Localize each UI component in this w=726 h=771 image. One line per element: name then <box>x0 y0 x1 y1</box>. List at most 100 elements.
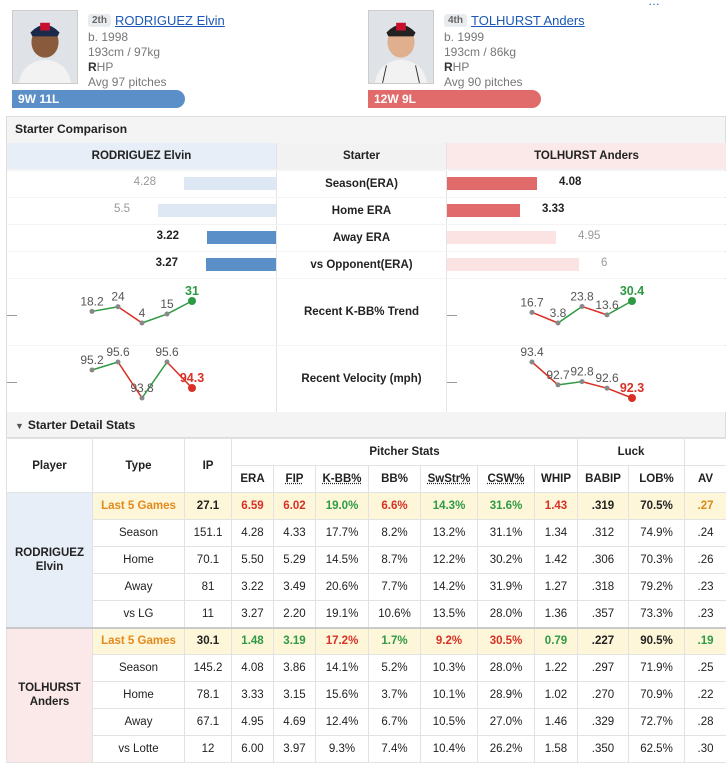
sparkline-segment <box>141 361 168 399</box>
swstr-cell: 10.4% <box>420 735 478 763</box>
player-body-left: 193cm / 97kg <box>88 45 161 59</box>
whip-cell: 1.46 <box>534 708 578 736</box>
whip-cell: 1.22 <box>534 654 578 682</box>
kbb-cell: 19.1% <box>315 600 369 628</box>
comparison-row: 4.28 Season(ERA) 4.08 <box>7 171 726 197</box>
record-bar-right: 12W 9L <box>368 90 541 108</box>
sparkline-point <box>139 395 145 401</box>
av-cell: .22 <box>684 681 726 709</box>
csw-cell: 27.0% <box>477 708 535 736</box>
kbb-cell: 14.1% <box>315 654 369 682</box>
starter-detail-toggle[interactable]: ▼ Starter Detail Stats <box>6 412 726 438</box>
csw-cell: 26.2% <box>477 735 535 763</box>
col-header-swstr[interactable]: SwStr% <box>420 465 478 493</box>
sparkline-point <box>555 320 561 326</box>
whip-cell: 1.58 <box>534 735 578 763</box>
sparkline-point <box>164 359 170 365</box>
ip-cell: 12 <box>184 735 232 763</box>
swstr-cell: 13.2% <box>420 519 478 547</box>
comparison-header-row: RODRIGUEZ Elvin Starter TOLHURST Anders <box>7 143 726 169</box>
comparison-value-left: 5.5 <box>114 203 130 215</box>
comparison-right-cell: 4.95 <box>447 225 726 251</box>
sparkline-point <box>164 311 170 317</box>
babip-cell: .227 <box>577 626 629 655</box>
lob-cell: 62.5% <box>628 735 685 763</box>
ip-cell: 81 <box>184 573 232 601</box>
player-name-left[interactable]: RODRIGUEZ Elvin <box>115 12 225 28</box>
type-cell: Season <box>92 519 185 547</box>
era-cell: 6.59 <box>231 492 274 520</box>
csw-cell: 30.5% <box>477 626 535 655</box>
comparison-label: Home ERA <box>277 198 447 224</box>
sparkline-segment <box>557 305 583 324</box>
whip-cell: 1.27 <box>534 573 578 601</box>
comparison-left-cell: 4.28 <box>7 171 277 197</box>
babip-cell: .319 <box>577 492 629 520</box>
comparison-header-right: TOLHURST Anders <box>447 143 726 169</box>
sparkline-label: 4 <box>139 306 146 320</box>
sparkline-label: 92.6 <box>595 371 619 385</box>
csw-cell: 28.0% <box>477 654 535 682</box>
comparison-left-cell: 3.27 <box>7 252 277 278</box>
table-row: Away 81 3.22 3.49 20.6% 7.7% 14.2% 31.9% 1.27.31… <box>7 573 726 601</box>
whip-cell: 0.79 <box>534 626 578 655</box>
type-cell: vs Lotte <box>92 735 185 763</box>
sparkline-segment <box>557 380 583 386</box>
sparkline-segment <box>531 311 559 324</box>
player-photo-right <box>368 10 434 84</box>
babip-cell: .270 <box>577 681 629 709</box>
col-header-whip[interactable]: WHIP <box>534 465 578 493</box>
velo-right-cell: 93.4 92.7 92.8 92.6 92.3 <box>447 346 726 412</box>
whip-cell: 1.36 <box>534 600 578 628</box>
comparison-label: Away ERA <box>277 225 447 251</box>
sparkline-segment <box>166 361 193 389</box>
player-hand-right: RHP <box>444 60 470 74</box>
col-header-kbb[interactable]: K-BB% <box>315 465 369 493</box>
swstr-cell: 9.2% <box>420 626 478 655</box>
player-name-right[interactable]: TOLHURST Anders <box>471 12 585 28</box>
ip-cell: 145.2 <box>184 654 232 682</box>
table-row: Season 145.2 4.08 3.86 14.1% 5.2% 10.3% 28.0% 1.… <box>7 654 726 682</box>
sparkline-point <box>579 379 585 385</box>
lob-cell: 70.5% <box>628 492 685 520</box>
col-header-bb[interactable]: BB% <box>368 465 421 493</box>
col-group-luck: Luck <box>577 438 685 466</box>
babip-cell: .312 <box>577 519 629 547</box>
kbb-label: Recent K-BB% Trend <box>277 279 447 345</box>
sparkline-point <box>555 382 561 388</box>
sparkline-segment <box>91 305 119 313</box>
av-cell: .23 <box>684 573 726 601</box>
whip-cell: 1.02 <box>534 681 578 709</box>
kbb-cell: 17.7% <box>315 519 369 547</box>
sparkline-segment <box>166 300 193 315</box>
bb-cell: 5.2% <box>368 654 421 682</box>
starter-comparison-panel: Starter Comparison RODRIGUEZ Elvin Start… <box>6 116 726 412</box>
babip-cell: .306 <box>577 546 629 574</box>
player-avatar-icon <box>13 11 77 83</box>
sparkline-point <box>115 359 121 365</box>
bb-cell: 1.7% <box>368 626 421 655</box>
top-right-link[interactable]: … <box>648 0 660 8</box>
col-header-era[interactable]: ERA <box>231 465 274 493</box>
col-header-ip[interactable]: IP <box>184 438 232 493</box>
col-header-type: Type <box>92 438 185 493</box>
bb-cell: 7.4% <box>368 735 421 763</box>
col-header-lob[interactable]: LOB% <box>628 465 685 493</box>
comparison-bar-right <box>447 177 537 190</box>
sparkline-label: 94.3 <box>180 371 204 385</box>
col-header-av[interactable]: AV <box>684 465 726 493</box>
av-cell: .24 <box>684 519 726 547</box>
col-header-fip[interactable]: FIP <box>273 465 316 493</box>
era-cell: 4.08 <box>231 654 274 682</box>
col-header-babip[interactable]: BABIP <box>577 465 629 493</box>
col-header-csw[interactable]: CSW% <box>477 465 535 493</box>
kbb-cell: 14.5% <box>315 546 369 574</box>
sparkline-label: 93.4 <box>520 346 544 359</box>
sparkline-label: 92.8 <box>570 365 594 379</box>
sparkline-segment <box>91 361 119 371</box>
bb-cell: 7.7% <box>368 573 421 601</box>
sparkline-point <box>628 394 636 402</box>
av-cell: .25 <box>684 654 726 682</box>
sparkline-label: 93.8 <box>130 381 154 395</box>
bb-cell: 8.2% <box>368 519 421 547</box>
